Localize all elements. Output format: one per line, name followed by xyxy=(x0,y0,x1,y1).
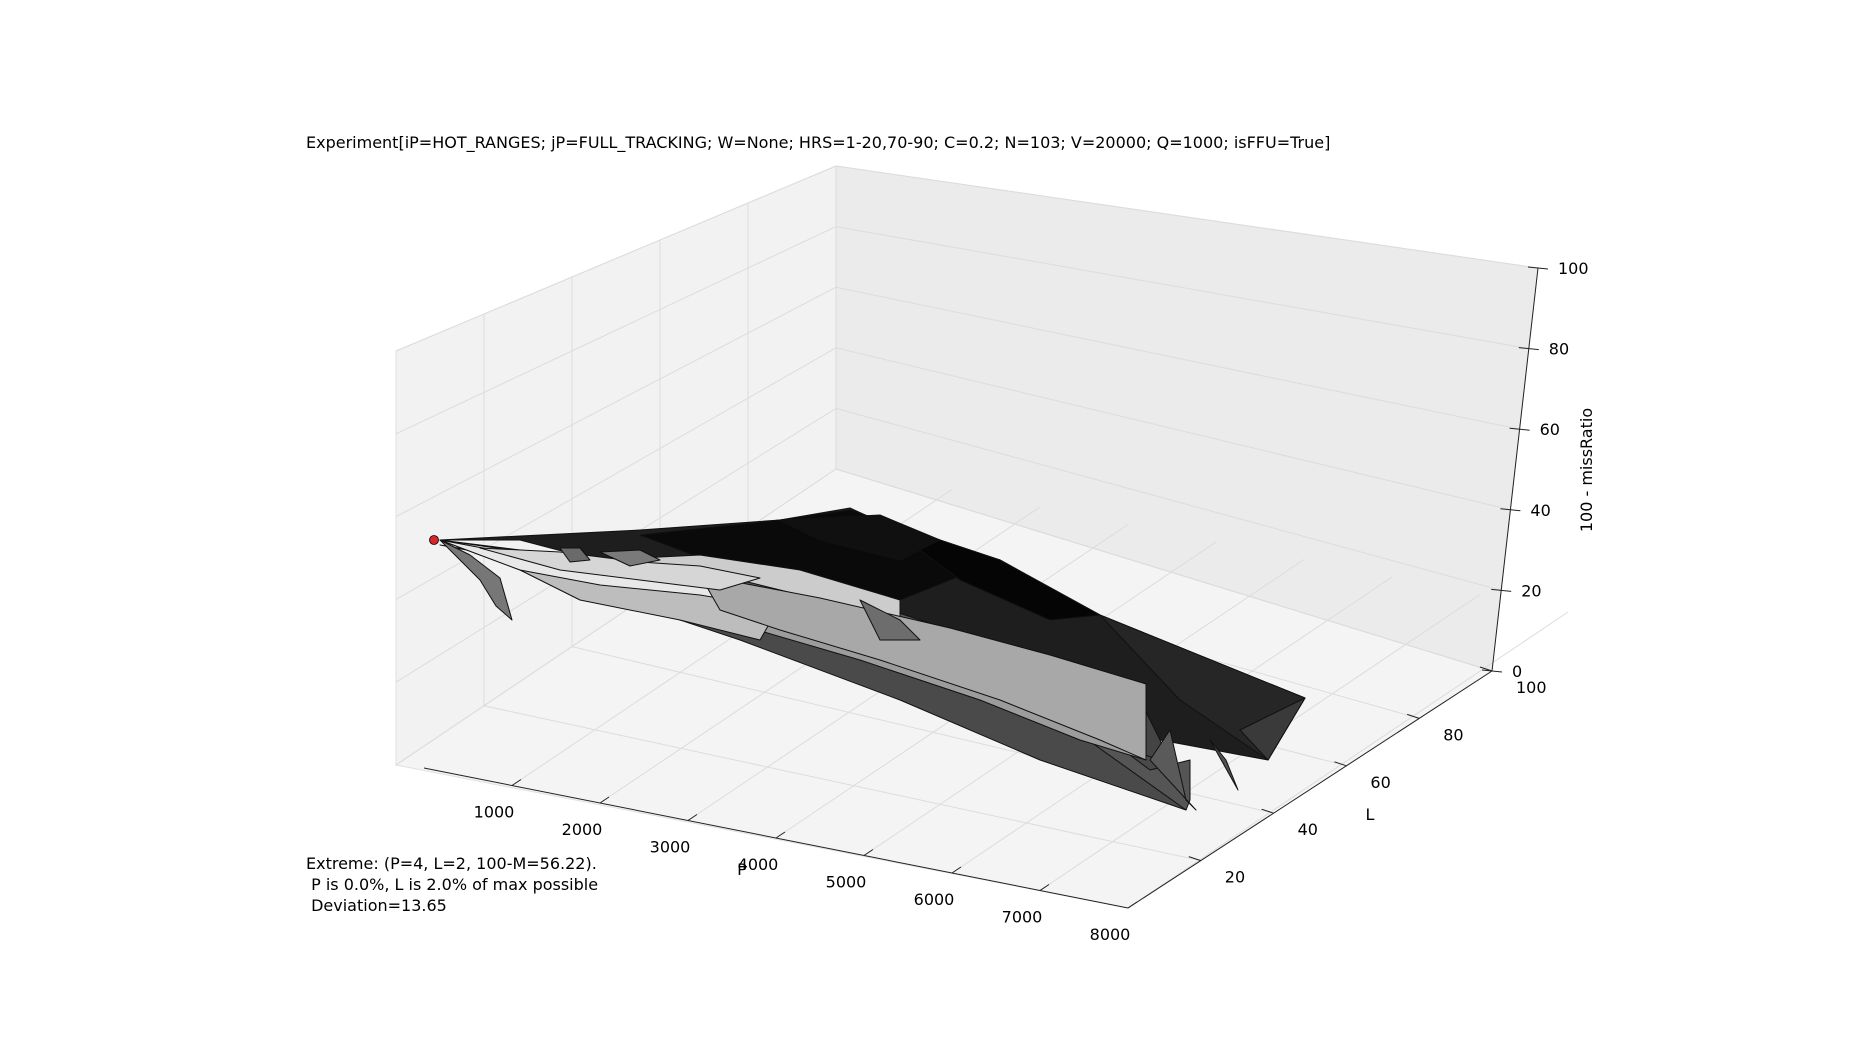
z-tick-mark xyxy=(1491,588,1512,592)
y-tick-mark xyxy=(1334,761,1347,767)
z-tick-label: 0 xyxy=(1512,662,1522,681)
y-tick-label: 20 xyxy=(1225,868,1245,887)
y-tick-mark xyxy=(1407,713,1420,719)
x-tick-label: 1000 xyxy=(474,803,515,822)
z-tick-mark xyxy=(1500,508,1521,512)
z-grid-line xyxy=(835,407,1502,591)
z-grid-line xyxy=(395,226,837,435)
z-axis-line xyxy=(1491,267,1539,672)
z-axis-label: 100 - missRatio xyxy=(1577,408,1596,532)
z-grid-line xyxy=(395,468,837,766)
z-grid-line xyxy=(835,347,1511,511)
y-tick-label: 40 xyxy=(1298,820,1318,839)
x-tick-label: 7000 xyxy=(1002,908,1043,927)
z-tick-label: 40 xyxy=(1530,501,1550,520)
x-tick-label: 4000 xyxy=(738,855,779,874)
y-tick-label: 100 xyxy=(1516,678,1547,697)
x-axis-ticks: 1000 2000 3000 4000 5000 6000 7000 8000 xyxy=(474,779,1138,944)
x-axis-label: P xyxy=(737,860,747,879)
z-axis-ticks: 0 20 40 60 80 100 xyxy=(1481,259,1589,681)
x-tick-mark xyxy=(951,866,962,874)
z-grid-line xyxy=(395,165,837,352)
z-grid-line xyxy=(835,226,1529,350)
x-tick-mark xyxy=(1127,901,1138,909)
x-tick-label: 8000 xyxy=(1090,925,1131,944)
extreme-annotation-line-2: P is 0.0%, L is 2.0% of max possible xyxy=(306,875,598,894)
z-tick-mark xyxy=(1518,347,1539,351)
y-grid-line xyxy=(483,705,1201,862)
z-tick-mark xyxy=(1481,669,1503,673)
x-tick-label: 5000 xyxy=(826,873,867,892)
z-tick-mark xyxy=(1509,427,1530,431)
chart-title: Experiment[iP=HOT_RANGES; jP=FULL_TRACKI… xyxy=(306,133,1330,153)
z-tick-label: 60 xyxy=(1540,420,1560,439)
extreme-annotation-line-1: Extreme: (P=4, L=2, 100-M=56.22). xyxy=(306,854,597,873)
x-tick-mark xyxy=(599,796,610,804)
x-tick-label: 2000 xyxy=(562,820,603,839)
z-grid-line xyxy=(395,286,837,518)
surface xyxy=(439,507,1306,811)
y-axis-line xyxy=(1127,670,1493,909)
x-tick-mark xyxy=(511,779,522,786)
z-tick-label: 20 xyxy=(1521,581,1541,600)
x-tick-mark xyxy=(687,814,698,821)
y-tick-label: 80 xyxy=(1443,725,1463,744)
y-tick-label: 60 xyxy=(1370,773,1390,792)
x-tick-mark xyxy=(863,849,874,856)
x-tick-label: 3000 xyxy=(650,838,691,857)
z-tick-label: 100 xyxy=(1558,259,1589,278)
z-grid-line xyxy=(835,165,1539,269)
z-grid-line xyxy=(835,286,1520,430)
y-axis-label: L xyxy=(1366,805,1375,824)
x-tick-mark xyxy=(775,831,786,839)
y-tick-mark xyxy=(1188,856,1201,862)
z-tick-label: 80 xyxy=(1549,340,1569,359)
z-tick-mark xyxy=(1527,266,1549,270)
z-grid-line xyxy=(835,468,1493,672)
extreme-point-marker xyxy=(429,535,439,545)
y-tick-mark xyxy=(1261,808,1274,814)
x-tick-label: 6000 xyxy=(914,890,955,909)
x-grid-line xyxy=(1127,611,1569,909)
extreme-annotation-line-3: Deviation=13.65 xyxy=(306,896,447,915)
x-tick-mark xyxy=(1039,884,1050,891)
y-axis-ticks: 20 40 60 80 100 xyxy=(1188,666,1547,887)
